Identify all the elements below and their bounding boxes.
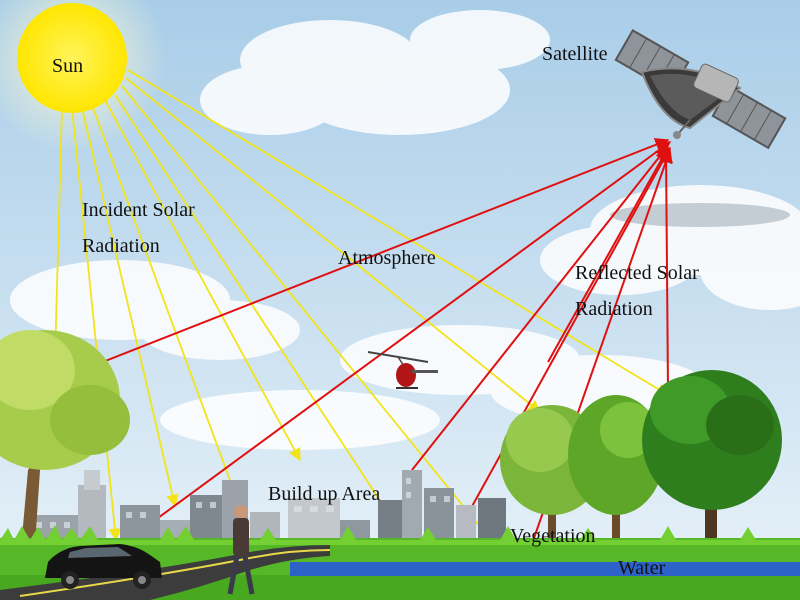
incident-ray [49,107,63,360]
label-reflected-line2: Radiation [575,298,653,320]
incident-ray [81,107,179,508]
label-vegetation: Vegetation [510,525,596,547]
label-sun: Sun [52,55,84,77]
reflected-ray [659,148,674,391]
reflected-ray [547,146,669,363]
label-incident-solar-radiation: Incident Solar Radiation [82,192,195,264]
water-body [290,562,800,576]
label-water: Water [618,557,666,579]
tree-icon [0,330,130,560]
incident-ray [127,69,670,396]
tree-icon [500,370,782,540]
label-reflected-solar-radiation: Reflected Solar Radiation [575,255,699,327]
label-satellite: Satellite [542,43,608,65]
incident-ray [104,99,301,462]
sun-icon [0,0,167,153]
incident-rays [49,69,670,577]
incident-ray [91,104,240,504]
label-build-up-area: Build up Area [268,483,381,505]
label-incident-line2: Radiation [82,235,160,257]
incident-ray [114,94,423,567]
label-atmosphere: Atmosphere [338,247,436,269]
reflected-ray [127,141,672,541]
car-icon [45,544,162,589]
helicopter-icon [367,351,438,389]
label-reflected-line1: Reflected Solar [575,262,699,284]
incident-ray [71,107,122,542]
incident-ray [125,77,541,413]
label-incident-line1: Incident Solar [82,199,195,221]
reflected-ray [411,144,669,471]
reflected-ray [61,138,670,379]
person-icon [227,505,255,595]
building-windows [36,478,450,528]
satellite-icon [610,29,790,227]
